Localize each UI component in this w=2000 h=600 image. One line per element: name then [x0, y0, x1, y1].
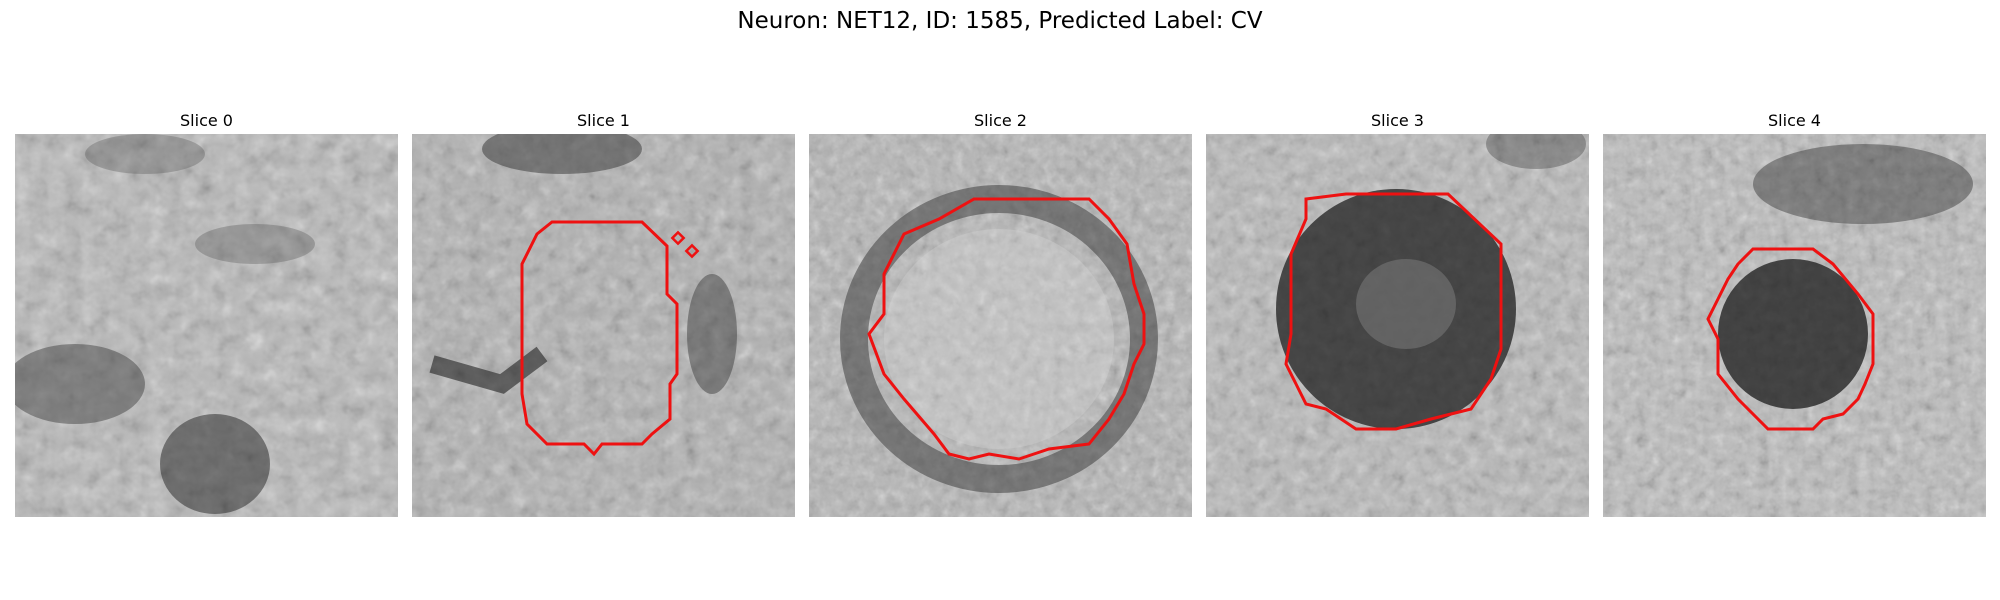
segmentation-contour — [1284, 192, 1503, 431]
slice-title: Slice 2 — [974, 111, 1027, 130]
figure-title: Neuron: NET12, ID: 1585, Predicted Label… — [737, 8, 1263, 34]
slice-image-2 — [809, 134, 1192, 517]
slice-panel-0: Slice 0 — [15, 110, 398, 517]
slice-image-1 — [412, 134, 795, 517]
slice-panel-2: Slice 2 — [809, 110, 1192, 517]
segmentation-contour — [867, 197, 1146, 461]
segmentation-contour — [520, 220, 679, 457]
slice-title: Slice 3 — [1371, 111, 1424, 130]
slice-title: Slice 1 — [577, 111, 630, 130]
slice-panel-1: Slice 1 — [412, 110, 795, 517]
slice-panel-4: Slice 4 — [1603, 110, 1986, 517]
slice-panel-3: Slice 3 — [1206, 110, 1589, 517]
slice-title: Slice 0 — [180, 111, 233, 130]
segmentation-contour — [1706, 247, 1875, 431]
slice-image-3 — [1206, 134, 1589, 517]
slice-title: Slice 4 — [1768, 111, 1821, 130]
slice-image-4 — [1603, 134, 1986, 517]
slice-image-0 — [15, 134, 398, 517]
